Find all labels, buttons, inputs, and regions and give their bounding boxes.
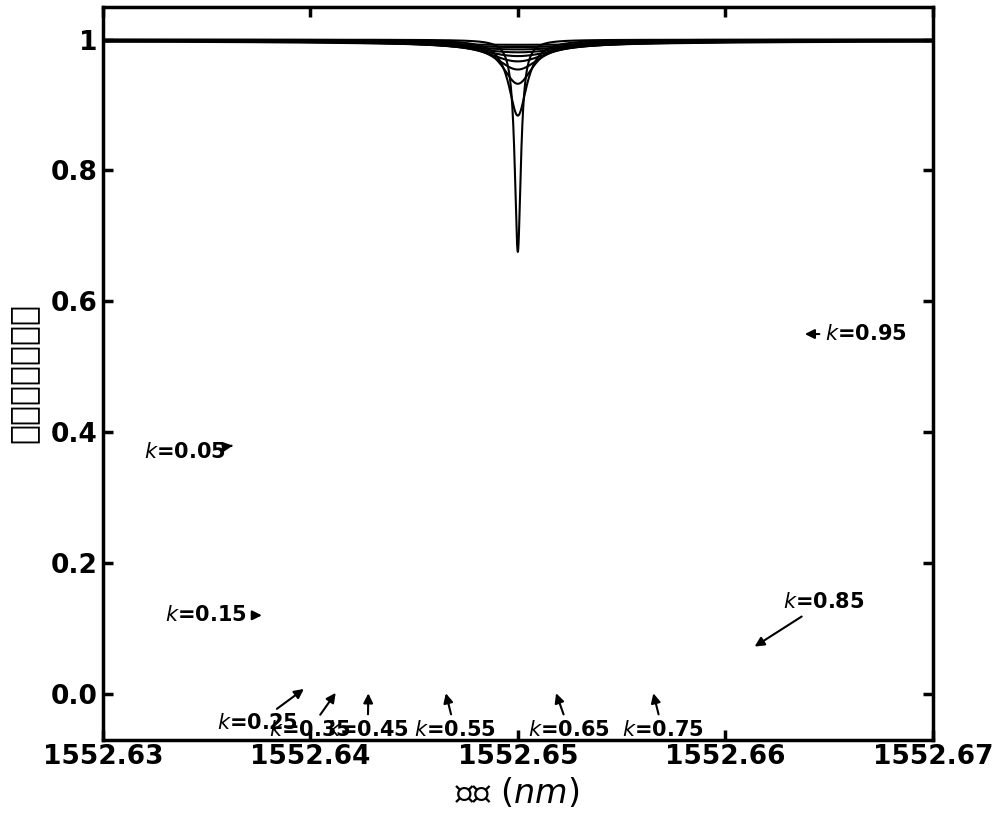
Text: $k$=0.75: $k$=0.75 (622, 695, 703, 740)
Y-axis label: 归一化传输强度: 归一化传输强度 (7, 303, 40, 444)
X-axis label: 波长 $\it{(nm)}$: 波长 $\it{(nm)}$ (455, 776, 580, 810)
Text: $k$=0.55: $k$=0.55 (414, 695, 496, 740)
Text: $k$=0.45: $k$=0.45 (327, 696, 409, 740)
Text: $k$=0.25: $k$=0.25 (217, 690, 302, 734)
Text: $k$=0.15: $k$=0.15 (165, 605, 260, 625)
Text: $k$=0.85: $k$=0.85 (757, 592, 865, 645)
Text: $k$=0.95: $k$=0.95 (807, 324, 907, 344)
Text: $k$=0.35: $k$=0.35 (269, 694, 350, 740)
Text: $k$=0.65: $k$=0.65 (528, 695, 610, 740)
Text: $k$=0.05: $k$=0.05 (144, 442, 232, 462)
